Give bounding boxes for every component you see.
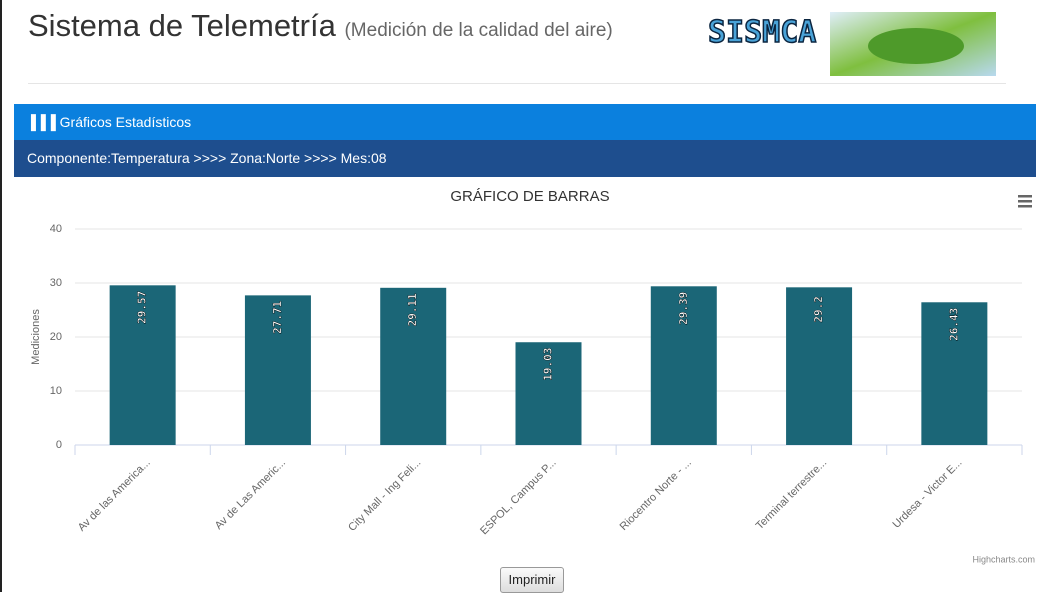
logo: SISMCA: [706, 10, 996, 76]
x-tick-label: Terminal terrestre...: [754, 457, 829, 532]
x-tick-label: Av de las America...: [76, 457, 153, 534]
filter-bar: Componente:Temperatura >>>> Zona:Norte >…: [14, 140, 1036, 177]
filter-text: Componente:Temperatura >>>> Zona:Norte >…: [27, 150, 387, 166]
data-label: 29.57: [136, 291, 149, 324]
title-text: Sistema de Telemetría: [28, 8, 336, 43]
x-tick-label: City Mall - Ing Feli...: [346, 457, 423, 534]
menu-icon[interactable]: [1018, 195, 1032, 208]
x-tick-label: ESPOL, Campus P...: [478, 457, 559, 538]
chart-icon: ▐▐▐: [26, 114, 56, 130]
page-title: Sistema de Telemetría (Medición de la ca…: [28, 8, 613, 44]
page-subtitle: (Medición de la calidad del aire): [344, 20, 612, 41]
panel-heading: ▐▐▐ Gráficos Estadísticos: [14, 104, 1036, 140]
y-tick-label: 20: [50, 331, 62, 343]
data-label: 29.11: [406, 293, 419, 326]
y-tick-label: 30: [50, 277, 62, 289]
data-label: 27.71: [271, 300, 284, 333]
chart: GRÁFICO DE BARRAS Mediciones Highcharts.…: [0, 177, 1038, 567]
y-tick-label: 10: [50, 385, 62, 397]
y-axis-label: Mediciones: [30, 309, 42, 365]
x-tick-label: Riocentro Norte - ...: [618, 457, 694, 533]
logo-globe: [868, 28, 964, 64]
data-label: 29.2: [812, 296, 825, 323]
data-label: 29.39: [677, 292, 690, 325]
print-button[interactable]: Imprimir: [500, 567, 564, 593]
x-tick-label: Urdesa - Victor E...: [890, 457, 964, 531]
chart-title: GRÁFICO DE BARRAS: [450, 188, 609, 205]
y-tick-label: 0: [56, 439, 62, 451]
y-tick-label: 40: [50, 223, 62, 235]
divider: [28, 83, 1006, 84]
logo-text: SISMCA: [708, 15, 816, 50]
credits: Highcharts.com: [972, 554, 1035, 564]
data-label: 26.43: [947, 308, 960, 341]
panel-title: Gráficos Estadísticos: [60, 114, 192, 130]
x-tick-label: Av de Las Americ...: [213, 457, 288, 532]
data-label: 19.03: [542, 348, 555, 381]
page: Sistema de Telemetría (Medición de la ca…: [0, 0, 1038, 592]
